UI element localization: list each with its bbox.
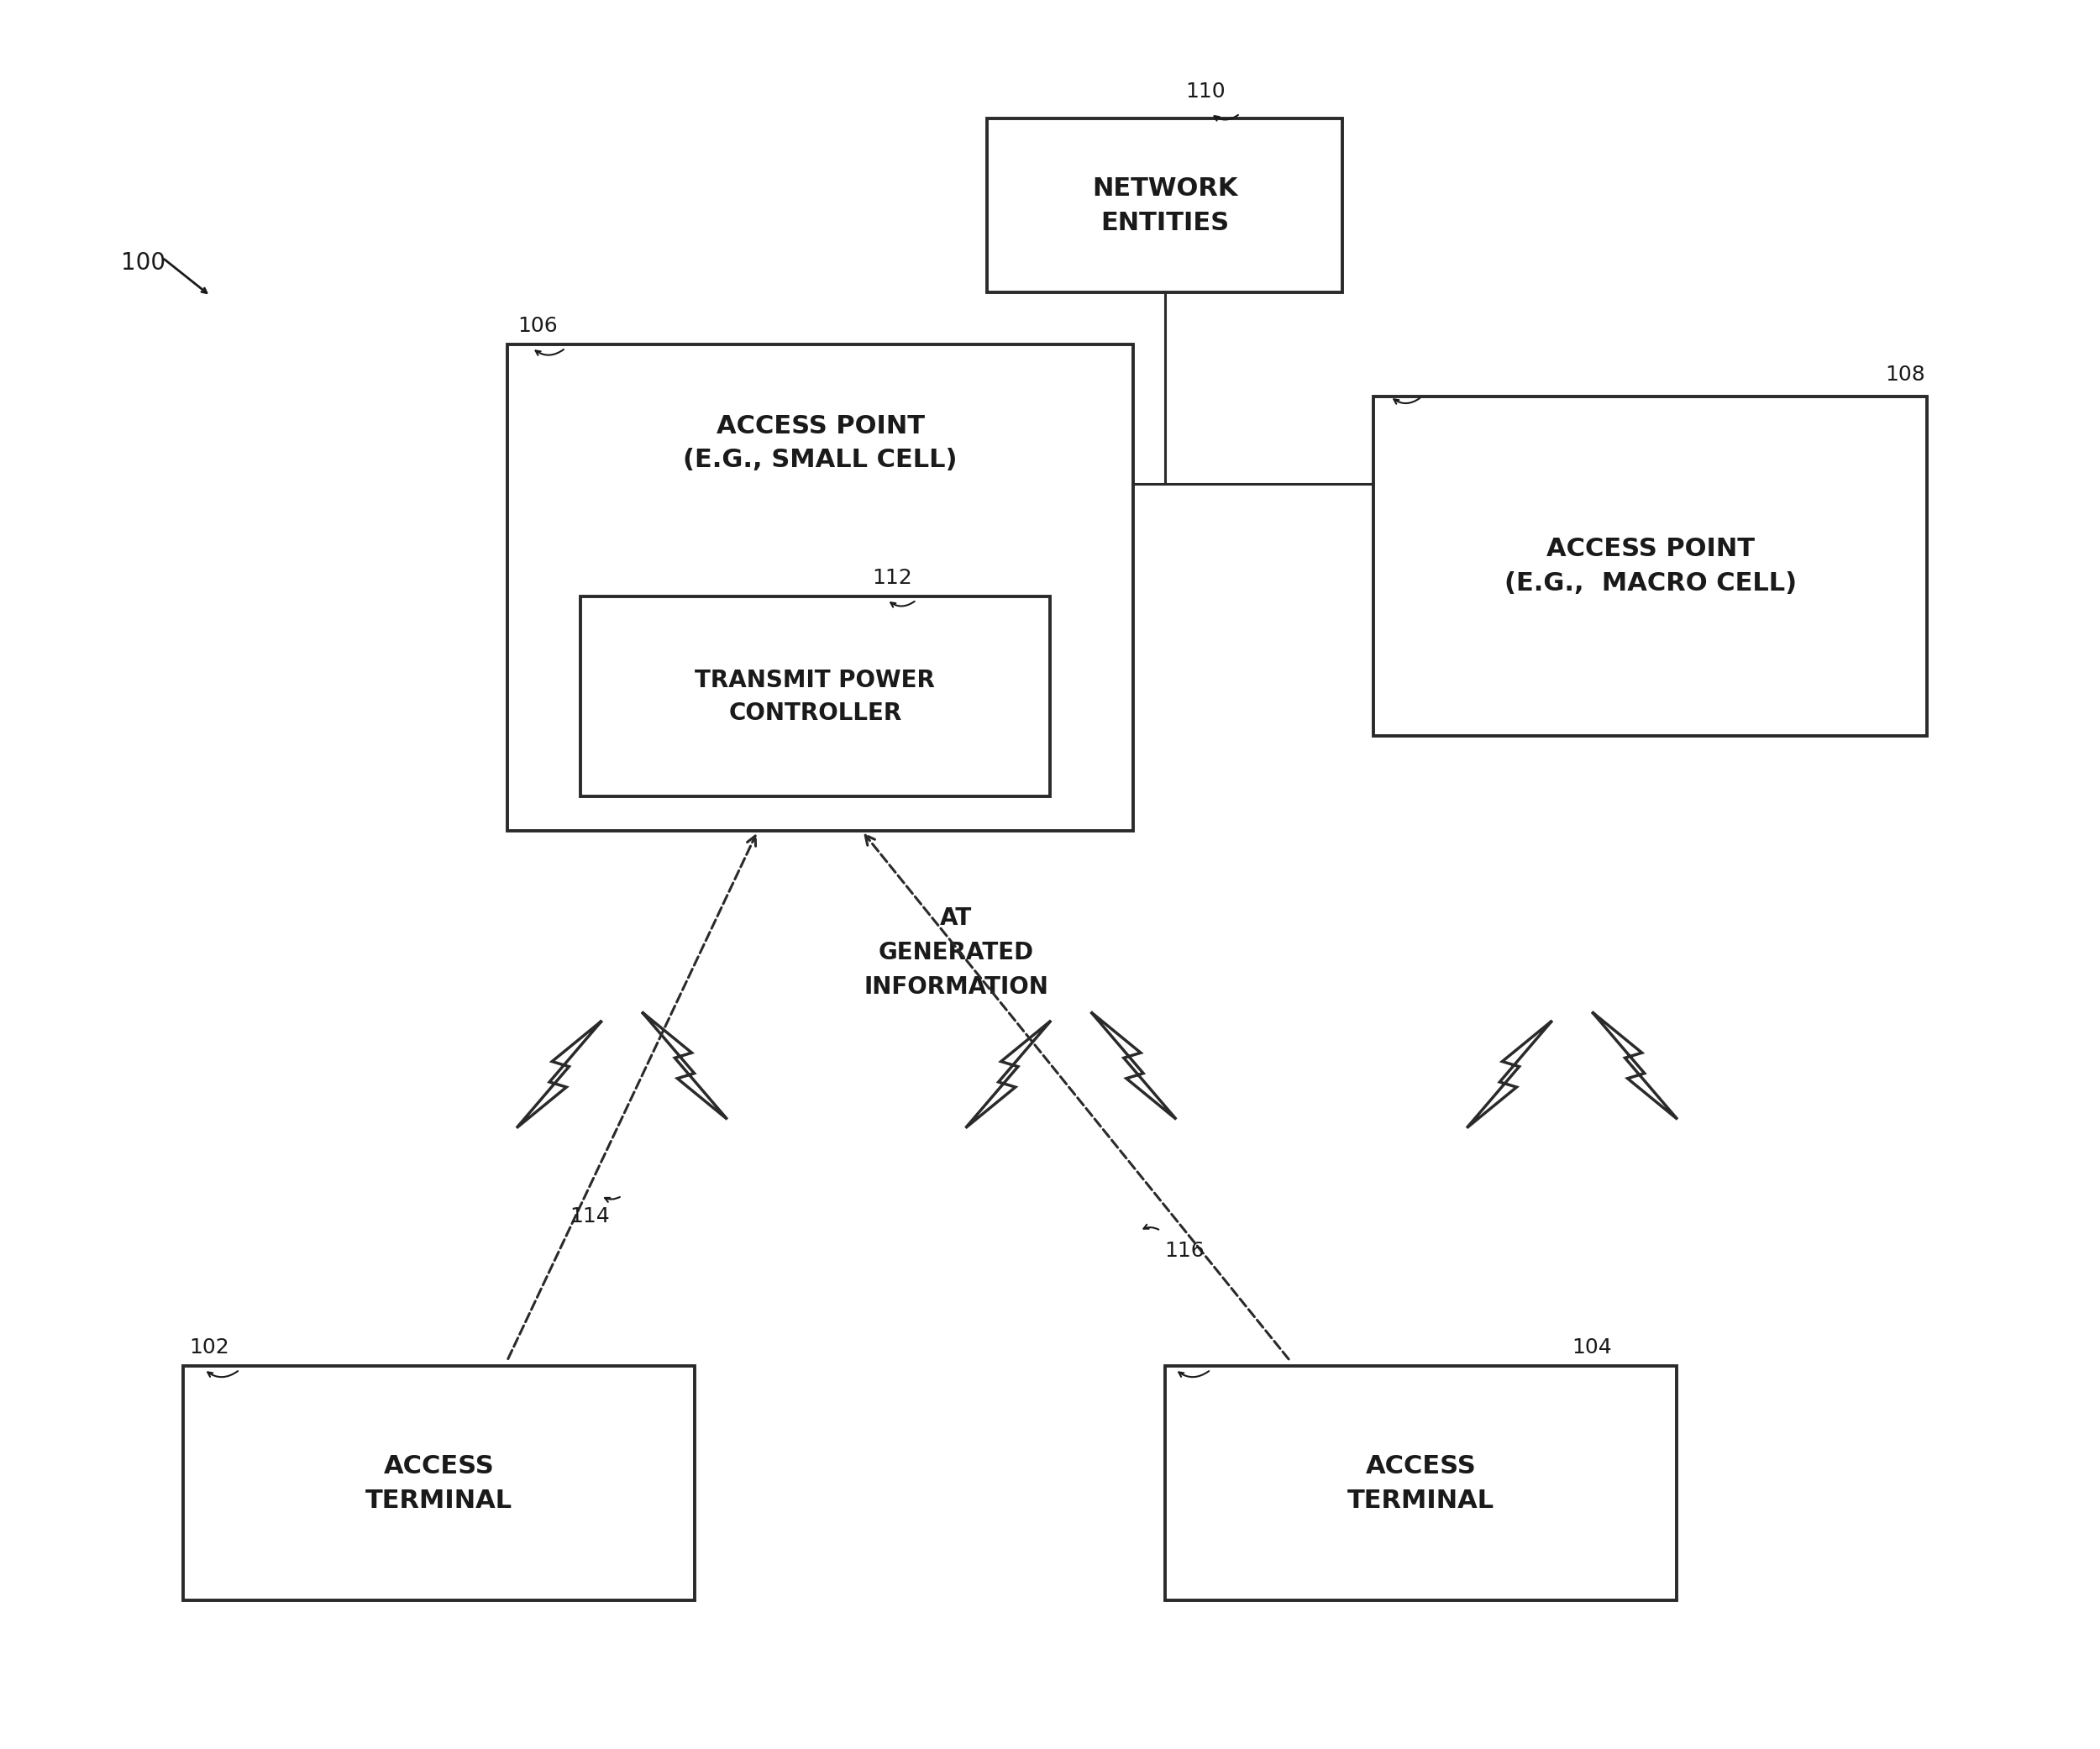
FancyBboxPatch shape [580,596,1050,796]
Polygon shape [1090,1013,1176,1119]
Text: 112: 112 [872,568,914,588]
Text: ACCESS
TERMINAL: ACCESS TERMINAL [365,1453,512,1513]
Text: 108: 108 [1886,364,1926,385]
Text: 114: 114 [569,1207,609,1226]
Polygon shape [966,1021,1050,1128]
FancyBboxPatch shape [987,119,1342,292]
Text: TRANSMIT POWER
CONTROLLER: TRANSMIT POWER CONTROLLER [695,668,934,724]
Polygon shape [1592,1013,1678,1119]
Text: ACCESS
TERMINAL: ACCESS TERMINAL [1346,1453,1495,1513]
FancyBboxPatch shape [1166,1366,1676,1600]
Text: NETWORK
ENTITIES: NETWORK ENTITIES [1092,177,1237,234]
Text: 100: 100 [120,252,166,275]
Polygon shape [643,1013,727,1119]
Text: 102: 102 [189,1338,229,1357]
Text: 116: 116 [1166,1240,1205,1261]
Text: 104: 104 [1573,1338,1613,1357]
Text: AT
GENERATED
INFORMATION: AT GENERATED INFORMATION [863,906,1048,999]
FancyBboxPatch shape [183,1366,695,1600]
Polygon shape [517,1021,603,1128]
Text: 110: 110 [1186,80,1226,101]
Text: ACCESS POINT
(E.G.,  MACRO CELL): ACCESS POINT (E.G., MACRO CELL) [1504,537,1798,595]
FancyBboxPatch shape [1373,397,1928,736]
Polygon shape [1466,1021,1552,1128]
FancyBboxPatch shape [506,345,1134,831]
Text: ACCESS POINT
(E.G., SMALL CELL): ACCESS POINT (E.G., SMALL CELL) [682,415,958,472]
Text: 106: 106 [517,317,559,336]
